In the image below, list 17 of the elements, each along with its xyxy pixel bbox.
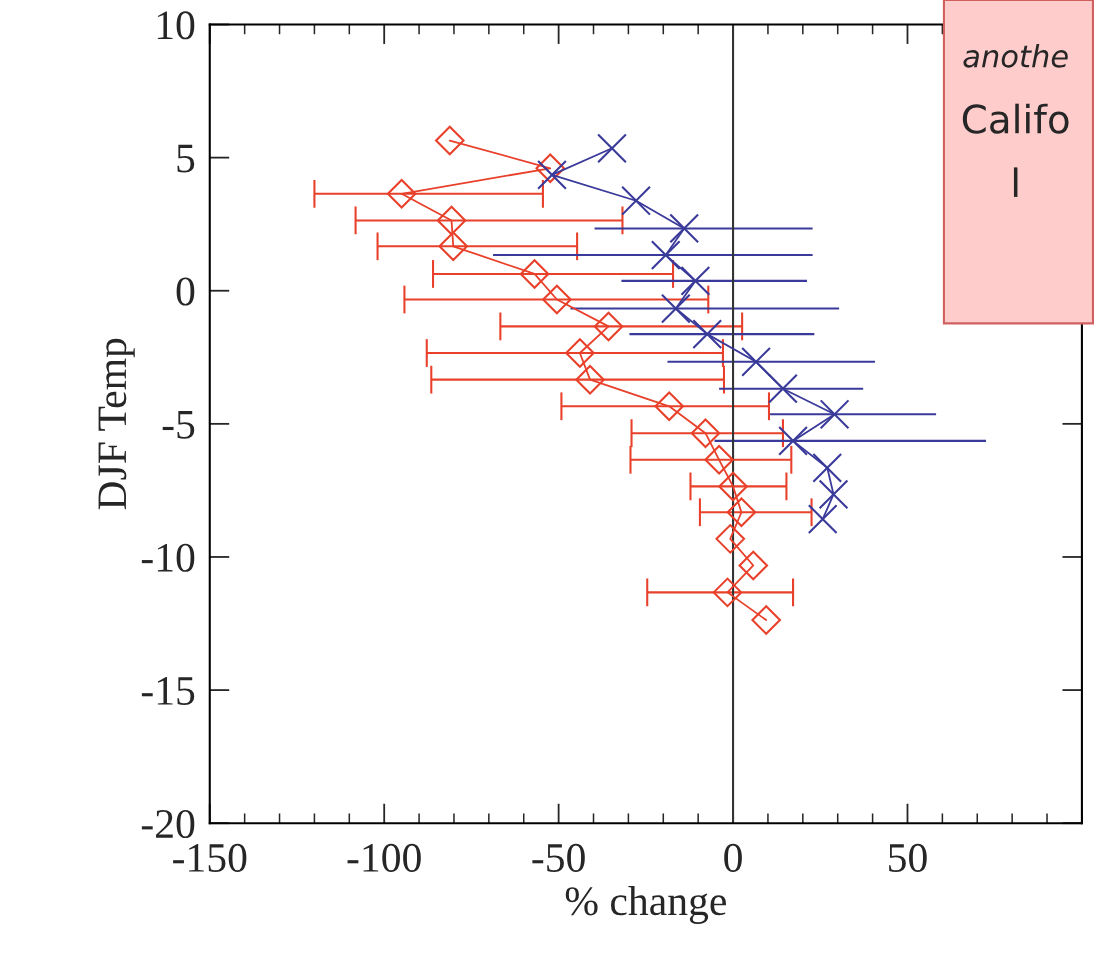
x-tick-label: -150 bbox=[173, 843, 247, 872]
y-tick-label: -20 bbox=[141, 809, 195, 839]
x-tick-label: -100 bbox=[347, 843, 421, 872]
annotation: l bbox=[1013, 167, 1018, 197]
x-tick-label: -50 bbox=[532, 843, 585, 872]
y-tick-label: -5 bbox=[162, 411, 195, 439]
annotation: anothe bbox=[963, 44, 1068, 68]
annotation: Califo bbox=[962, 103, 1069, 134]
y-axis-title: DJF Temp bbox=[98, 338, 135, 510]
x-axis-title: % change bbox=[565, 885, 726, 924]
x-tick-label: 50 bbox=[889, 843, 927, 872]
y-tick-label: 0 bbox=[176, 277, 195, 306]
y-tick-label: 5 bbox=[177, 144, 195, 173]
y-tick-label: -10 bbox=[141, 543, 195, 572]
x-tick-label: 0 bbox=[724, 843, 742, 872]
y-tick-label: -15 bbox=[141, 677, 195, 705]
y-tick-label: 10 bbox=[157, 11, 195, 40]
